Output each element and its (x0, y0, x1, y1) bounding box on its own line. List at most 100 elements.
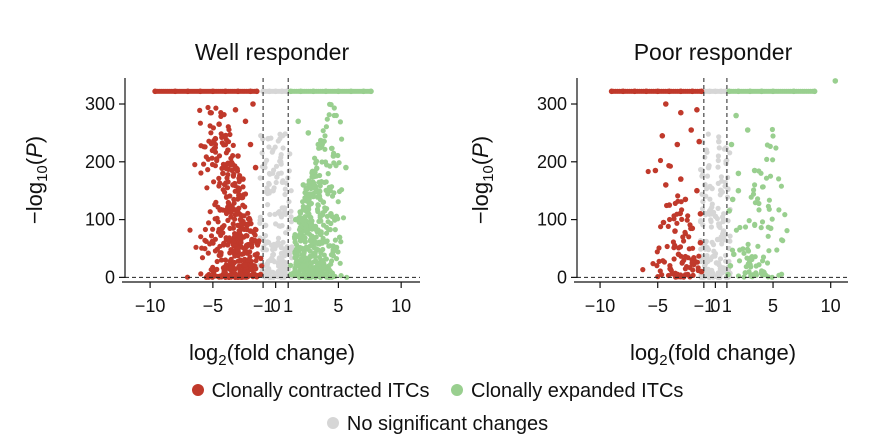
point (343, 164, 349, 171)
point (715, 164, 721, 170)
point (709, 204, 715, 210)
point (326, 243, 332, 249)
point (217, 243, 223, 249)
legend-swatch-contracted (191, 383, 204, 396)
point (242, 272, 249, 279)
point (335, 199, 341, 205)
point (741, 274, 747, 280)
point (303, 244, 309, 250)
point (212, 145, 218, 151)
point (262, 222, 269, 229)
x-tick-label: 0 (271, 296, 281, 316)
point (669, 271, 675, 277)
point (267, 274, 273, 280)
point (655, 274, 661, 280)
point (723, 252, 729, 259)
point (298, 256, 304, 262)
point (210, 270, 217, 276)
point (216, 252, 222, 258)
point (282, 259, 288, 266)
point (727, 263, 734, 269)
point (216, 121, 222, 127)
point (225, 147, 231, 153)
point (716, 145, 722, 151)
point (218, 207, 224, 213)
point (212, 202, 218, 208)
point (682, 253, 689, 260)
point (778, 183, 785, 189)
point (252, 265, 259, 272)
point (237, 234, 243, 240)
point (240, 184, 246, 190)
point (722, 237, 728, 243)
point (257, 271, 264, 278)
point (733, 227, 740, 233)
point (281, 205, 288, 211)
point (293, 260, 299, 266)
point (206, 220, 212, 226)
point (212, 135, 219, 142)
point (277, 223, 283, 229)
point (228, 155, 234, 161)
point (224, 175, 230, 181)
point (715, 205, 721, 211)
point (328, 269, 334, 275)
point (305, 130, 312, 136)
point (679, 216, 685, 222)
point (270, 247, 276, 253)
point (672, 200, 678, 206)
point (368, 88, 374, 94)
point (280, 239, 286, 245)
point (238, 221, 244, 227)
point (272, 211, 278, 217)
x-tick-label: 10 (821, 296, 841, 316)
point (300, 182, 307, 188)
series-contracted (608, 88, 705, 280)
point (232, 253, 238, 259)
point (216, 183, 222, 189)
point (674, 141, 681, 148)
point (214, 258, 220, 265)
point (726, 208, 732, 214)
point (236, 228, 242, 234)
point (736, 258, 743, 264)
point (717, 256, 724, 262)
plot-area (125, 78, 420, 280)
point (310, 193, 317, 200)
point (248, 262, 254, 268)
point (689, 260, 696, 266)
point (748, 194, 754, 200)
point (223, 207, 229, 213)
point (752, 254, 758, 260)
point (758, 270, 764, 276)
point (335, 216, 341, 222)
point (328, 102, 334, 108)
point (659, 133, 666, 139)
point (660, 219, 667, 226)
point (724, 194, 731, 200)
point (220, 170, 226, 177)
point (222, 257, 228, 263)
point (336, 188, 343, 195)
series-expanded (725, 78, 839, 280)
point (710, 242, 717, 248)
point (272, 144, 278, 150)
x-tick-label: 5 (768, 296, 778, 316)
point (297, 274, 303, 280)
point (751, 187, 757, 193)
point (765, 233, 771, 239)
point (746, 218, 752, 224)
point (328, 211, 334, 217)
point (326, 184, 332, 190)
point (776, 207, 782, 213)
point (265, 202, 271, 208)
point (232, 266, 238, 272)
point (708, 217, 714, 223)
point (282, 209, 288, 215)
legend-row-1: Clonally contracted ITCs Clonally expand… (0, 380, 875, 403)
point (671, 256, 677, 262)
x-tick-label: −1 (253, 296, 274, 316)
series-contracted (152, 88, 265, 280)
point (729, 247, 736, 253)
point (324, 274, 330, 280)
